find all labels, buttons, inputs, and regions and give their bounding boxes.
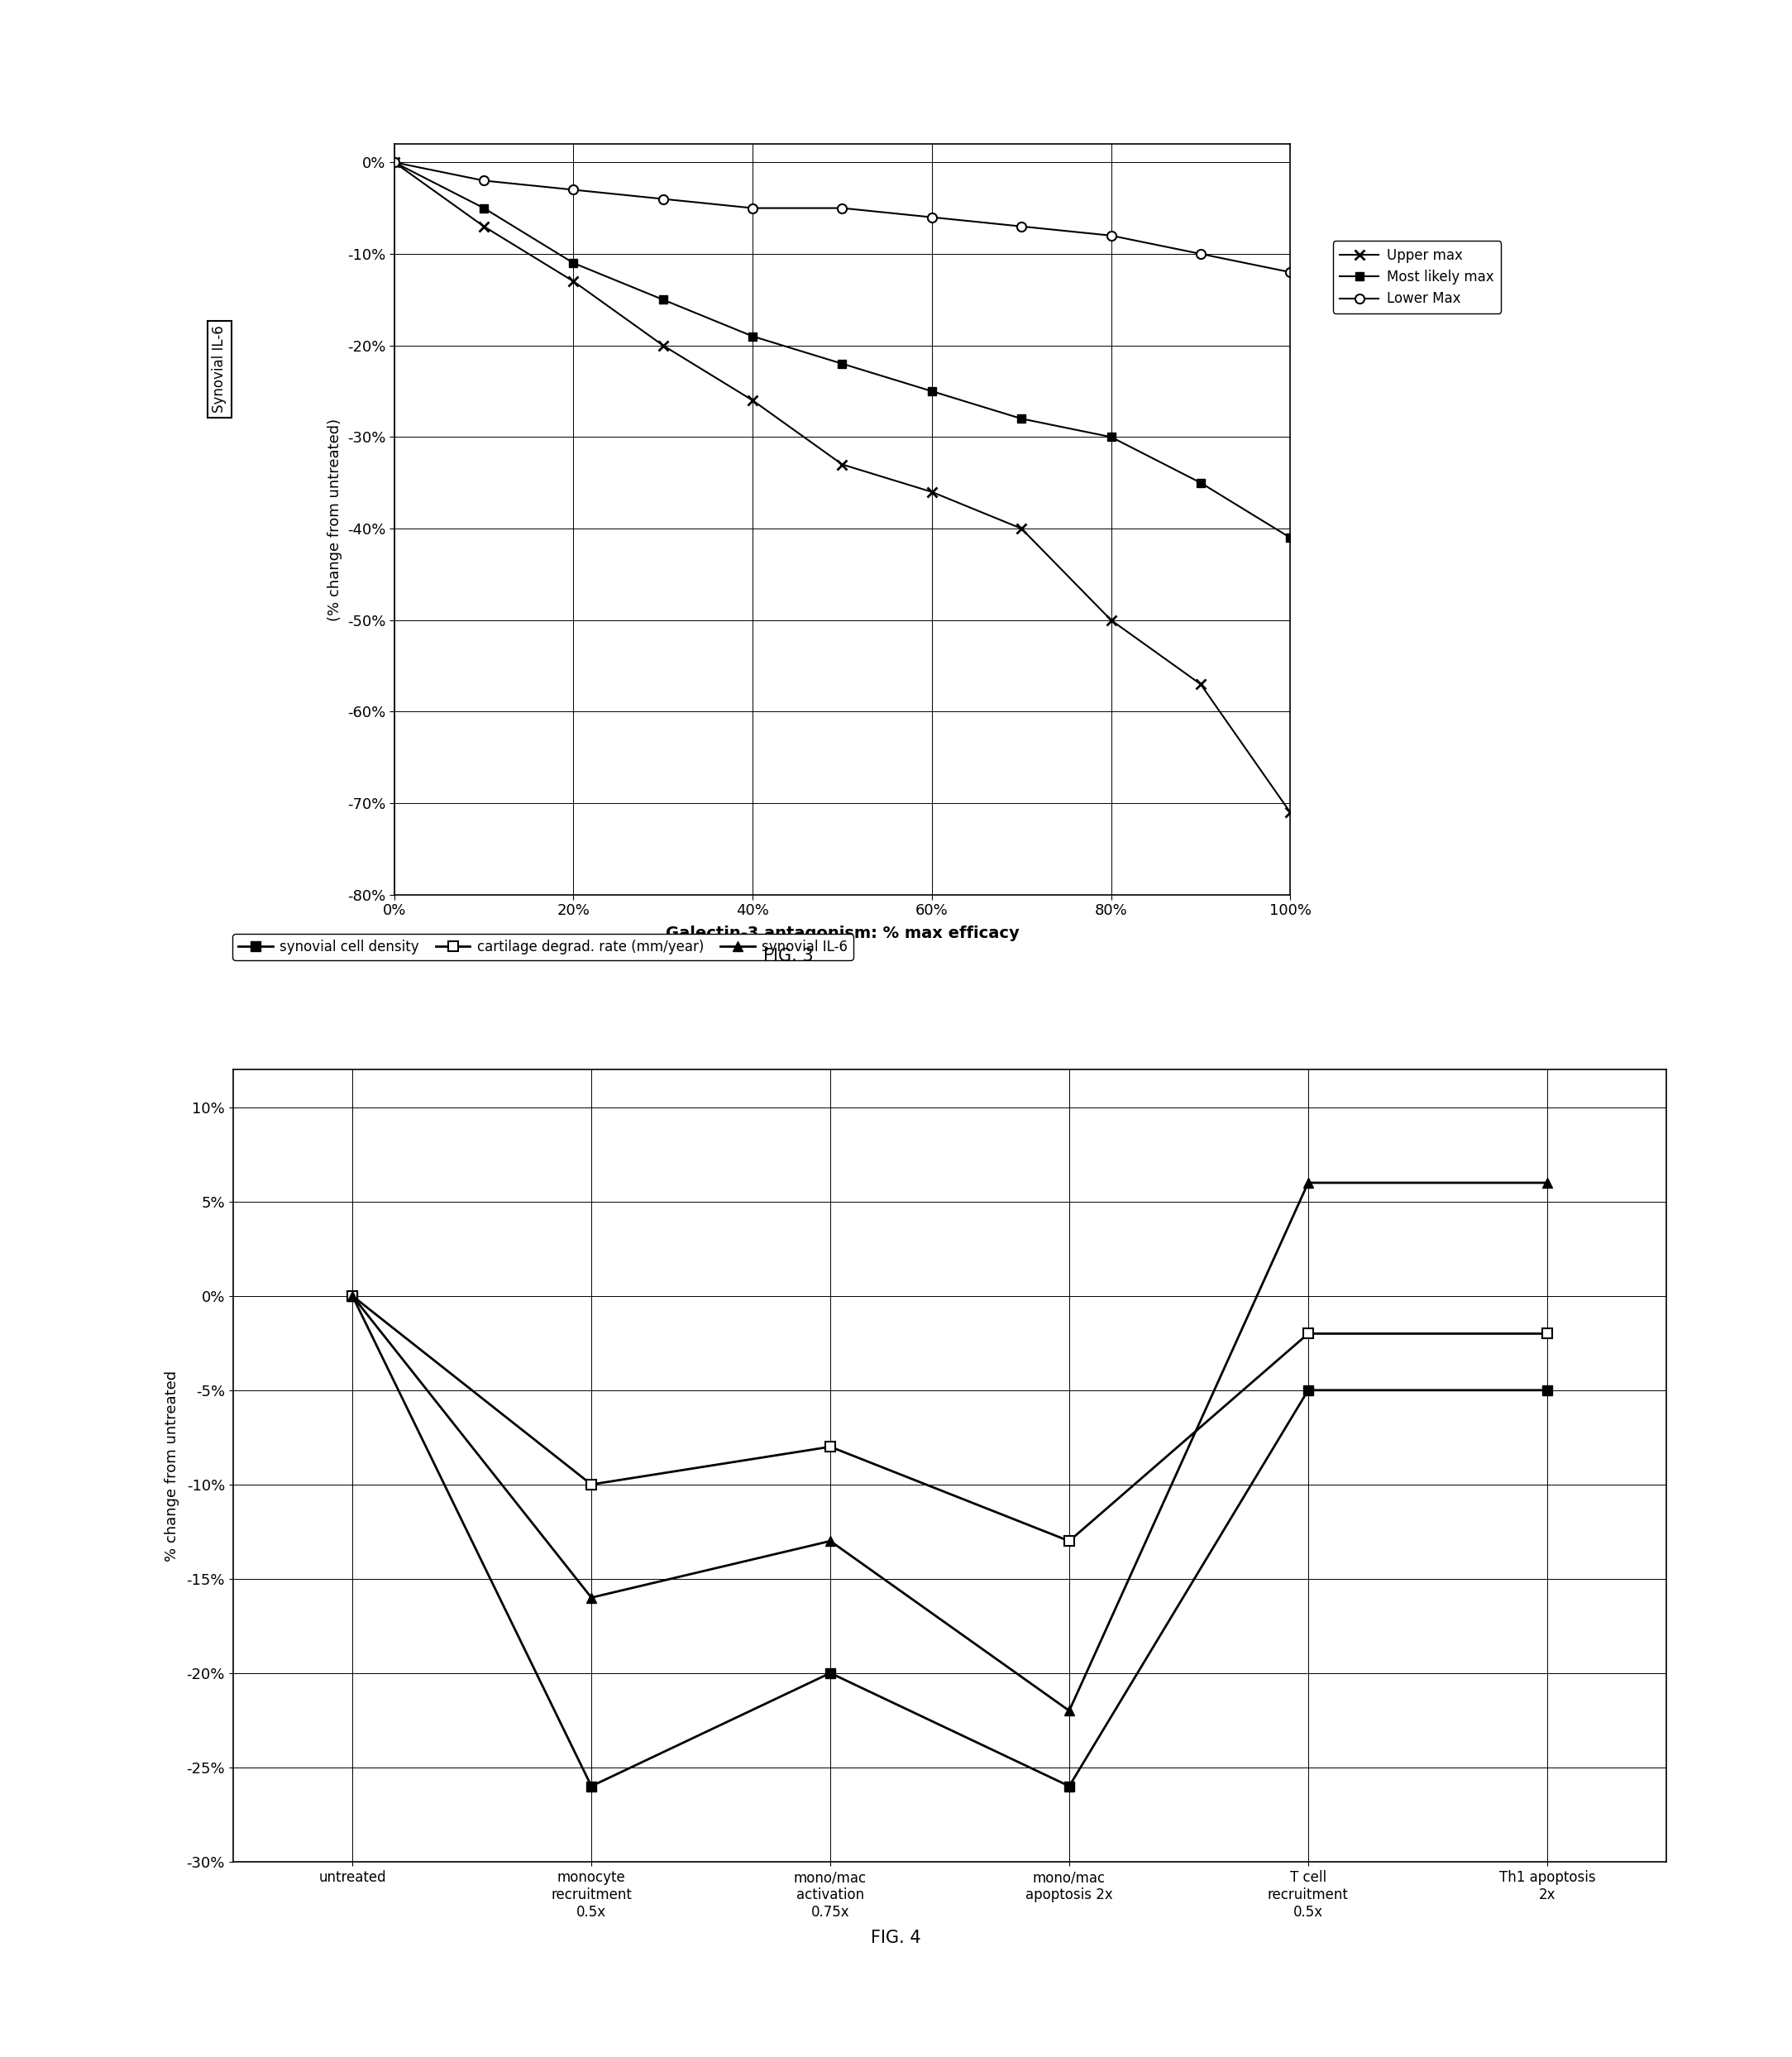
Lower Max bbox=[1279, 259, 1301, 284]
Line: synovial cell density: synovial cell density bbox=[348, 1292, 1552, 1792]
Most likely max bbox=[1100, 424, 1122, 448]
Upper max bbox=[383, 150, 405, 175]
Lower Max bbox=[383, 150, 405, 175]
Most likely max bbox=[831, 352, 853, 376]
Legend: synovial cell density, cartilage degrad. rate (mm/year), synovial IL-6: synovial cell density, cartilage degrad.… bbox=[233, 934, 853, 961]
Most likely max bbox=[1190, 471, 1211, 496]
synovial IL-6 bbox=[1059, 1699, 1081, 1724]
Line: Most likely max: Most likely max bbox=[391, 158, 1294, 541]
Upper max bbox=[473, 214, 495, 239]
cartilage degrad. rate (mm/year) bbox=[1059, 1528, 1081, 1553]
X-axis label: Galectin-3 antagonism: % max efficacy: Galectin-3 antagonism: % max efficacy bbox=[665, 926, 1020, 940]
Line: cartilage degrad. rate (mm/year): cartilage degrad. rate (mm/year) bbox=[348, 1292, 1552, 1545]
cartilage degrad. rate (mm/year) bbox=[1297, 1321, 1319, 1345]
synovial cell density bbox=[1059, 1773, 1081, 1798]
Upper max bbox=[652, 333, 674, 358]
Upper max bbox=[921, 479, 943, 504]
Legend: Upper max, Most likely max, Lower Max: Upper max, Most likely max, Lower Max bbox=[1333, 241, 1502, 313]
Line: Upper max: Upper max bbox=[389, 156, 1296, 817]
Upper max bbox=[1100, 607, 1122, 631]
Text: FIG. 4: FIG. 4 bbox=[871, 1929, 921, 1946]
cartilage degrad. rate (mm/year) bbox=[819, 1434, 840, 1458]
Lower Max bbox=[921, 206, 943, 230]
Lower Max bbox=[831, 195, 853, 220]
synovial cell density bbox=[342, 1284, 364, 1308]
Most likely max bbox=[652, 288, 674, 313]
cartilage degrad. rate (mm/year) bbox=[1536, 1321, 1557, 1345]
synovial cell density bbox=[581, 1773, 602, 1798]
Text: Synovial IL-6: Synovial IL-6 bbox=[211, 325, 228, 413]
cartilage degrad. rate (mm/year) bbox=[581, 1473, 602, 1497]
Upper max bbox=[1279, 800, 1301, 825]
Upper max bbox=[742, 389, 763, 413]
synovial IL-6 bbox=[819, 1528, 840, 1553]
Upper max bbox=[1011, 516, 1032, 541]
Lower Max bbox=[1190, 241, 1211, 265]
Lower Max bbox=[1100, 224, 1122, 249]
synovial IL-6 bbox=[1536, 1170, 1557, 1195]
Line: synovial IL-6: synovial IL-6 bbox=[348, 1177, 1552, 1716]
Upper max bbox=[831, 453, 853, 477]
Most likely max bbox=[1279, 525, 1301, 549]
Most likely max bbox=[742, 323, 763, 348]
Lower Max bbox=[652, 187, 674, 212]
Lower Max bbox=[742, 195, 763, 220]
Most likely max bbox=[1011, 407, 1032, 432]
Lower Max bbox=[1011, 214, 1032, 239]
Y-axis label: % change from untreated: % change from untreated bbox=[165, 1370, 179, 1561]
synovial cell density bbox=[1536, 1378, 1557, 1403]
Most likely max bbox=[383, 150, 405, 175]
Upper max bbox=[1190, 673, 1211, 697]
Lower Max bbox=[473, 169, 495, 193]
synovial IL-6 bbox=[581, 1586, 602, 1611]
Text: FIG. 3: FIG. 3 bbox=[763, 948, 814, 965]
Most likely max bbox=[921, 378, 943, 403]
Y-axis label: (% change from untreated): (% change from untreated) bbox=[328, 418, 342, 621]
synovial IL-6 bbox=[342, 1284, 364, 1308]
synovial cell density bbox=[1297, 1378, 1319, 1403]
Most likely max bbox=[473, 195, 495, 220]
synovial cell density bbox=[819, 1660, 840, 1685]
Line: Lower Max: Lower Max bbox=[389, 158, 1296, 278]
synovial IL-6 bbox=[1297, 1170, 1319, 1195]
Upper max bbox=[563, 269, 584, 294]
cartilage degrad. rate (mm/year) bbox=[342, 1284, 364, 1308]
Lower Max bbox=[563, 177, 584, 202]
Most likely max bbox=[563, 251, 584, 276]
